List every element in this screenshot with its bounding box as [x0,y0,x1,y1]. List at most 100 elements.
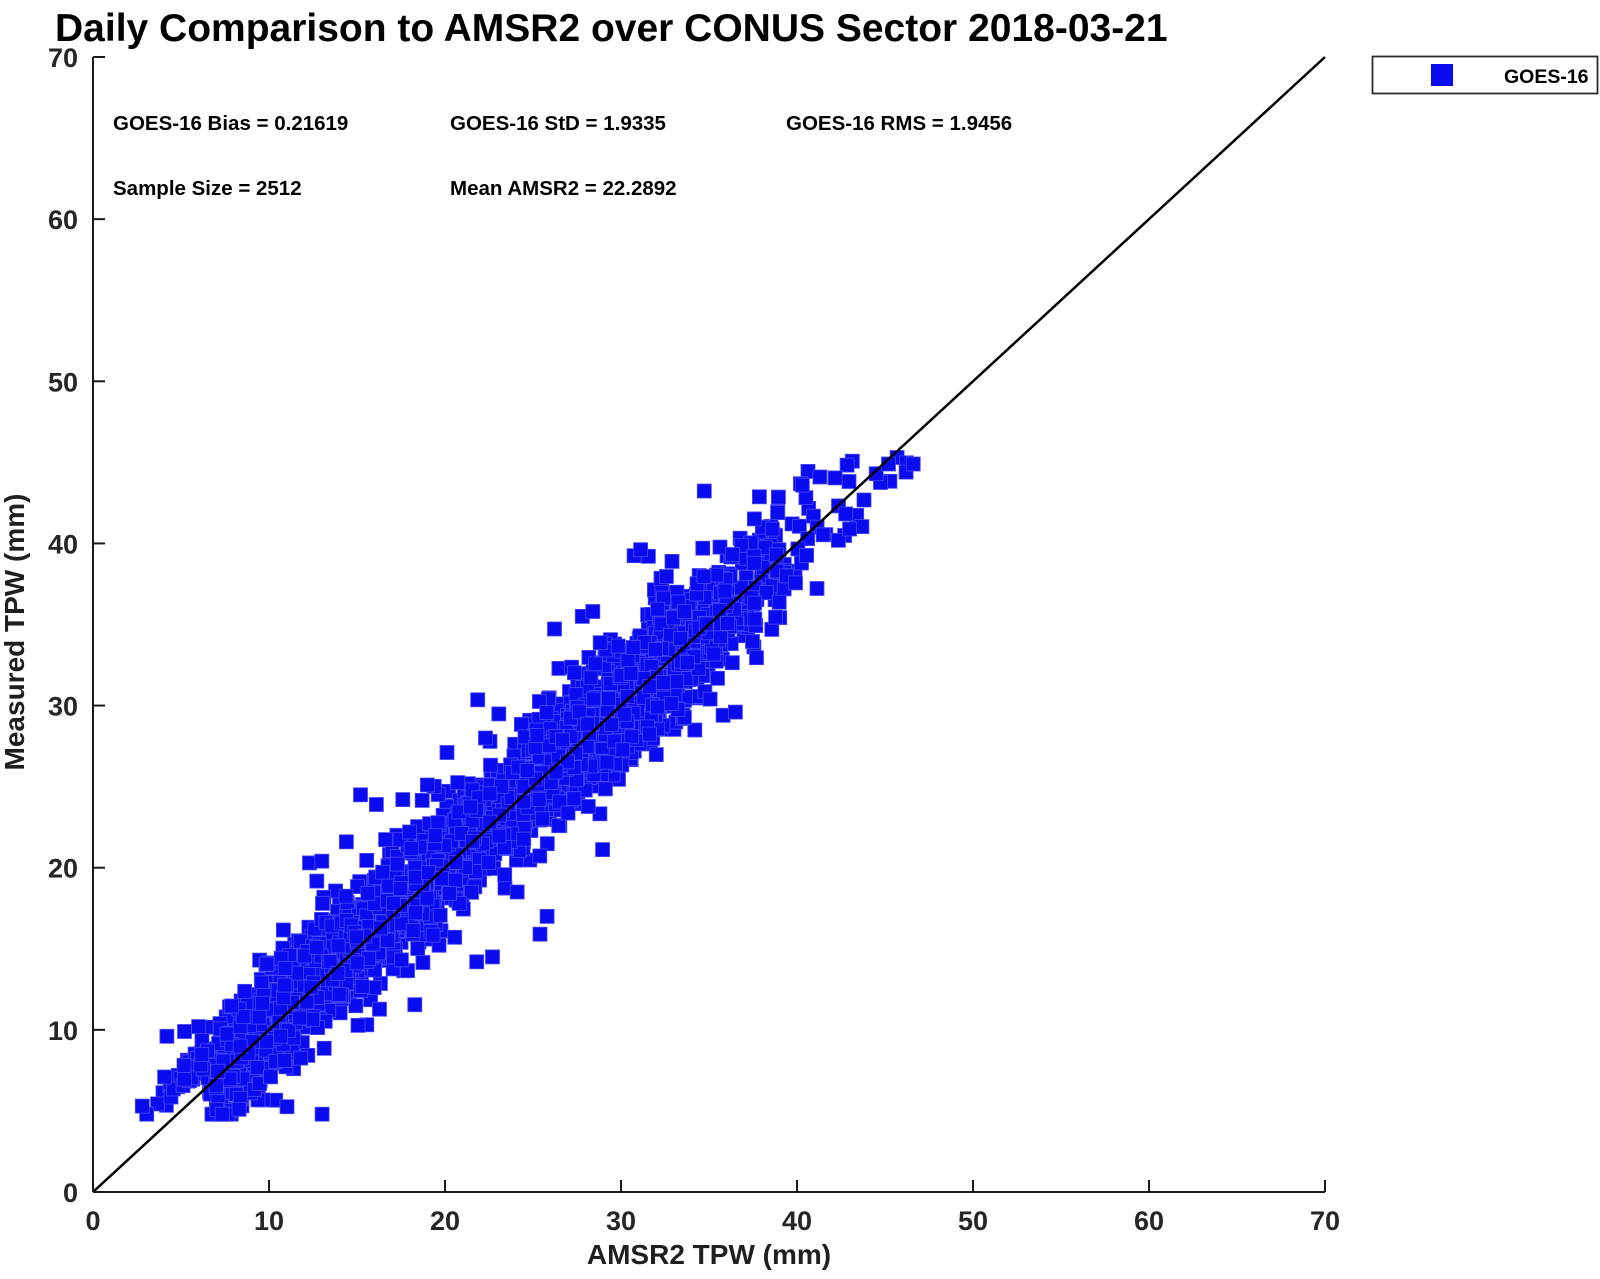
data-point [237,983,253,999]
y-axis-title: Measured TPW (mm) [0,494,30,771]
data-point [353,787,368,803]
data-point [338,834,354,850]
data-point [619,689,635,704]
data-point [679,655,695,670]
x-tick-label: 30 [606,1206,636,1236]
data-point [380,933,395,948]
data-point [669,674,685,690]
data-point [745,634,760,649]
data-point [771,489,786,505]
data-point [482,814,498,830]
data-point [624,729,640,745]
data-point [392,881,408,896]
data-point [275,922,291,938]
data-point [771,594,787,610]
data-point [208,1078,224,1094]
data-point [799,548,814,563]
data-point [509,884,525,900]
data-point [551,818,567,834]
data-point [724,655,740,671]
data-point [604,717,619,732]
data-point [279,1099,295,1115]
data-point [842,521,857,537]
data-point [482,786,498,802]
data-point [414,793,430,808]
x-tick-label: 20 [430,1206,460,1236]
data-point [432,907,448,923]
data-point [493,778,509,794]
data-point [712,539,728,555]
data-point [425,927,441,943]
data-point [516,831,532,847]
data-point [293,1050,309,1066]
data-point [348,998,364,1014]
data-point [249,1060,265,1075]
data-point [548,764,564,780]
data-point [497,867,513,883]
data-point [447,929,463,945]
data-point [656,675,671,690]
data-point [539,909,555,924]
data-point [560,805,576,821]
y-tick-label: 70 [48,43,78,73]
data-point [532,926,548,942]
data-point [372,1001,387,1017]
data-point [539,836,555,852]
y-tick-label: 30 [48,692,78,722]
data-point [633,542,648,558]
data-point [481,855,497,870]
data-point [642,726,657,742]
data-point [330,965,346,981]
data-point [571,704,587,720]
data-point [664,554,680,569]
data-point [309,940,325,955]
data-point [448,872,464,888]
data-point [854,519,870,534]
stat-rms: GOES-16 RMS = 1.9456 [786,112,1012,135]
x-tick-label: 40 [782,1206,812,1236]
data-point [623,666,639,681]
data-point [483,757,498,773]
data-point [841,474,857,489]
y-tick-label: 0 [63,1178,78,1208]
y-tick-label: 40 [48,529,78,559]
data-point [419,890,435,906]
data-point [463,799,478,815]
data-point [519,763,535,778]
data-point [583,670,599,686]
data-point [551,661,567,676]
data-point [231,1101,247,1117]
data-point [710,670,725,686]
y-tick-label: 20 [48,854,78,884]
data-point [831,532,846,548]
data-point [905,456,921,472]
data-point [214,1106,230,1122]
data-point [277,1053,293,1068]
data-point [663,696,679,711]
data-point [610,638,626,654]
data-point [299,994,315,1010]
y-axis-tick-labels: 0 10 20 30 40 50 60 70 [48,43,78,1208]
data-point [349,929,364,945]
data-point [439,745,455,760]
data-point [219,1026,235,1042]
y-tick-label: 50 [48,367,78,397]
data-point [491,706,507,722]
data-point [770,505,785,521]
data-point [419,777,435,793]
data-point [350,1018,366,1033]
data-point [235,1009,251,1024]
y-tick-label: 10 [48,1016,78,1046]
data-point [838,506,854,522]
data-point [303,979,319,995]
data-point [706,646,722,662]
data-point [720,616,735,631]
data-point [478,730,493,746]
data-point [587,656,603,672]
data-point [717,583,733,599]
stats-annotations: GOES-16 Bias = 0.21619 GOES-16 StD = 1.9… [113,112,1012,200]
data-point [277,961,293,976]
stat-std: GOES-16 StD = 1.9335 [450,112,666,135]
data-point [709,567,724,583]
